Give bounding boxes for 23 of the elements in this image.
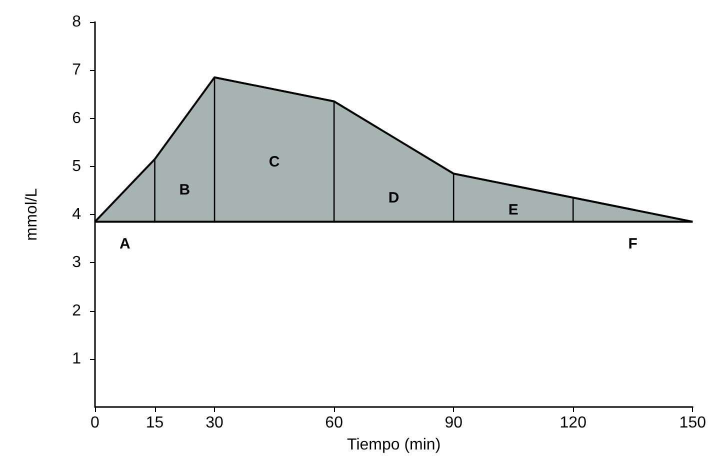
annotation: B xyxy=(179,182,190,199)
y-tick-label: 3 xyxy=(72,254,82,272)
x-tick-label: 30 xyxy=(206,414,224,432)
y-tick-label: 1 xyxy=(72,350,82,368)
x-tick-label: 0 xyxy=(90,414,100,432)
x-tick-label: 15 xyxy=(146,414,164,432)
y-axis-title: mmol/L xyxy=(24,188,40,241)
x-tick-label: 150 xyxy=(679,414,706,432)
y-tick-label: 8 xyxy=(72,14,82,30)
y-tick-label: 5 xyxy=(72,158,82,175)
y-tick-label: 2 xyxy=(72,302,82,320)
y-tick-label: 6 xyxy=(72,110,82,127)
x-tick-label: 120 xyxy=(560,414,587,432)
x-axis-title: Tiempo (min) xyxy=(347,436,441,454)
annotation: A xyxy=(119,235,130,252)
x-tick-label: 90 xyxy=(444,414,463,432)
annotation: C xyxy=(268,153,280,170)
annotation: E xyxy=(508,201,518,218)
annotation: D xyxy=(388,189,400,206)
x-tick-label: 60 xyxy=(325,414,344,432)
y-tick-label: 4 xyxy=(72,206,82,223)
y-tick-label: 7 xyxy=(72,62,82,79)
annotation: F xyxy=(628,235,638,252)
